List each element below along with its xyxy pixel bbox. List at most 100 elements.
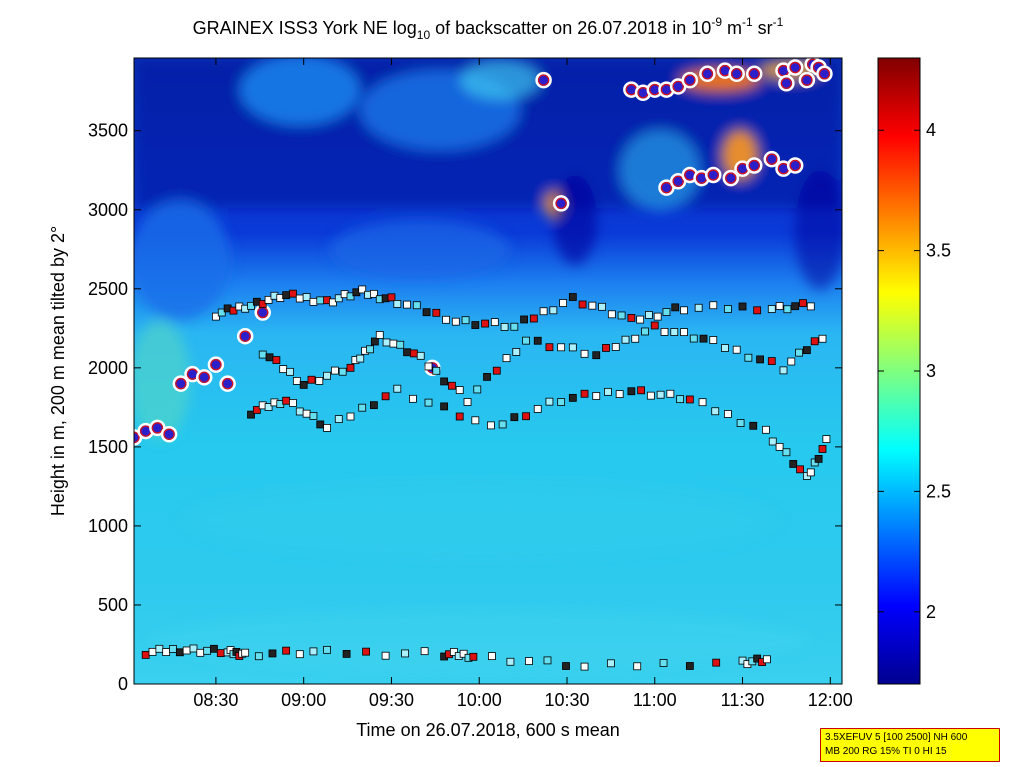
aerosol-top-point [382, 338, 391, 347]
aerosol-top-point [578, 300, 587, 309]
aerosol-top-point [323, 371, 331, 380]
aerosol-top-point [498, 420, 507, 429]
aerosol-top-point [783, 305, 792, 314]
aerosol-top-point [471, 321, 480, 329]
aerosol-top-point [617, 311, 626, 320]
aerosol-top-point [756, 355, 764, 364]
aerosol-top-point [627, 387, 636, 396]
aerosol-top-point [148, 647, 157, 656]
aerosol-top-point [403, 348, 411, 357]
y-tick-label: 1000 [88, 516, 128, 536]
aerosol-top-point [671, 303, 680, 312]
aerosol-top-point [602, 344, 610, 352]
cloud-base-point-core [780, 77, 793, 89]
aerosol-top-point [680, 306, 688, 315]
aerosol-top-point [189, 644, 198, 653]
colorbar-tick-label: 3 [926, 361, 936, 381]
aerosol-top-point [607, 310, 616, 319]
aerosol-top-point [182, 646, 191, 655]
x-axis: 08:30 09:00 09:30 10:00 10:30 11:00 11:30 12:00 [193, 58, 853, 710]
aerosol-top-point [724, 305, 732, 313]
aerosol-top-point [641, 327, 649, 336]
colorbar-tick-label: 4 [926, 120, 936, 140]
aerosol-top-point [449, 648, 458, 656]
cloud-base-point-core [239, 330, 251, 342]
x-tick-label: 10:30 [544, 690, 589, 710]
aerosol-top-point [562, 662, 570, 670]
aerosol-top-point [241, 648, 250, 657]
cloud-base-point-core [789, 159, 801, 172]
aerosol-top-point [568, 293, 577, 301]
cloud-base-point-core [660, 182, 673, 194]
title-sup3: -1 [773, 15, 784, 29]
aerosol-top-point [557, 343, 566, 352]
aerosol-top-point [721, 344, 729, 352]
aerosol-top-point [342, 650, 351, 658]
aerosol-top-point [420, 647, 429, 656]
aerosol-top-point [455, 386, 464, 394]
title-sup2: -1 [742, 15, 753, 29]
aerosol-top-point [520, 315, 528, 324]
aerosol-top-point [279, 365, 288, 374]
aerosol-top-point [162, 648, 171, 656]
aerosol-top-point [309, 411, 318, 420]
cloud-base-point-core [684, 74, 696, 86]
colorbar-ticks: 2 2.5 3 3.5 4 [878, 120, 951, 622]
title-unit2: sr [753, 18, 773, 38]
aerosol-top-point [631, 334, 640, 343]
aerosol-top-point [753, 306, 762, 315]
aerosol-top-point [709, 301, 718, 310]
cloud-base-point-core [134, 431, 140, 443]
x-tick-label: 11:30 [721, 690, 765, 710]
aerosol-top-point [334, 294, 343, 303]
aerosol-top-point [302, 293, 311, 301]
x-tick-label: 09:00 [281, 690, 326, 710]
title-unit1: m [722, 18, 742, 38]
aerosol-top-point [252, 406, 261, 414]
aerosol-top-point [461, 316, 470, 325]
aerosol-top-point [258, 350, 267, 359]
aerosol-top-point [375, 331, 384, 339]
aerosol-top-point [636, 315, 645, 324]
aerosol-top-point [265, 353, 274, 362]
aerosol-top-point [282, 396, 291, 405]
aerosol-top-point [789, 460, 798, 468]
x-tick-label: 10:00 [457, 690, 502, 710]
aerosol-top-point [580, 349, 589, 358]
aerosol-top-point [653, 312, 662, 321]
aerosol-top-point [694, 303, 703, 312]
aerosol-top-point [409, 349, 418, 358]
aerosol-top-point [711, 407, 720, 416]
aerosol-top-point [216, 649, 225, 658]
aerosol-top-point [806, 468, 815, 477]
aerosol-top-point [346, 412, 355, 421]
aerosol-top-point [712, 658, 721, 667]
aerosol-top-point [592, 392, 601, 400]
title-middle: of backscatter on 26.07.2018 in 10 [430, 18, 711, 38]
aerosol-top-point [749, 421, 758, 430]
aerosol-top-point [660, 328, 669, 336]
aerosol-top-point [412, 301, 421, 310]
aerosol-top-point [422, 308, 431, 317]
cloud-base-point-core [725, 172, 737, 184]
aerosol-top-point [463, 398, 472, 406]
aerosol-top-point [732, 345, 741, 354]
aerosol-top-point [662, 308, 671, 316]
aerosol-top-point [580, 662, 589, 671]
aerosol-top-point [175, 648, 184, 657]
plot-frame [133, 57, 843, 685]
title-sup1: -9 [711, 15, 722, 29]
cloud-base-point-core [789, 61, 801, 74]
aerosol-top-point [782, 448, 791, 457]
cloud-base-point-core [151, 422, 164, 434]
aerosol-top-point [403, 300, 411, 309]
aerosol-top-point [698, 398, 707, 407]
aerosol-top-point [448, 381, 456, 390]
aerosol-top-point [440, 377, 449, 386]
aerosol-top-point [323, 645, 331, 654]
aerosol-top-point [370, 337, 379, 346]
aerosol-top-point [264, 403, 273, 411]
aerosol-top-point [621, 335, 630, 344]
cloud-base-point-core [748, 159, 760, 172]
